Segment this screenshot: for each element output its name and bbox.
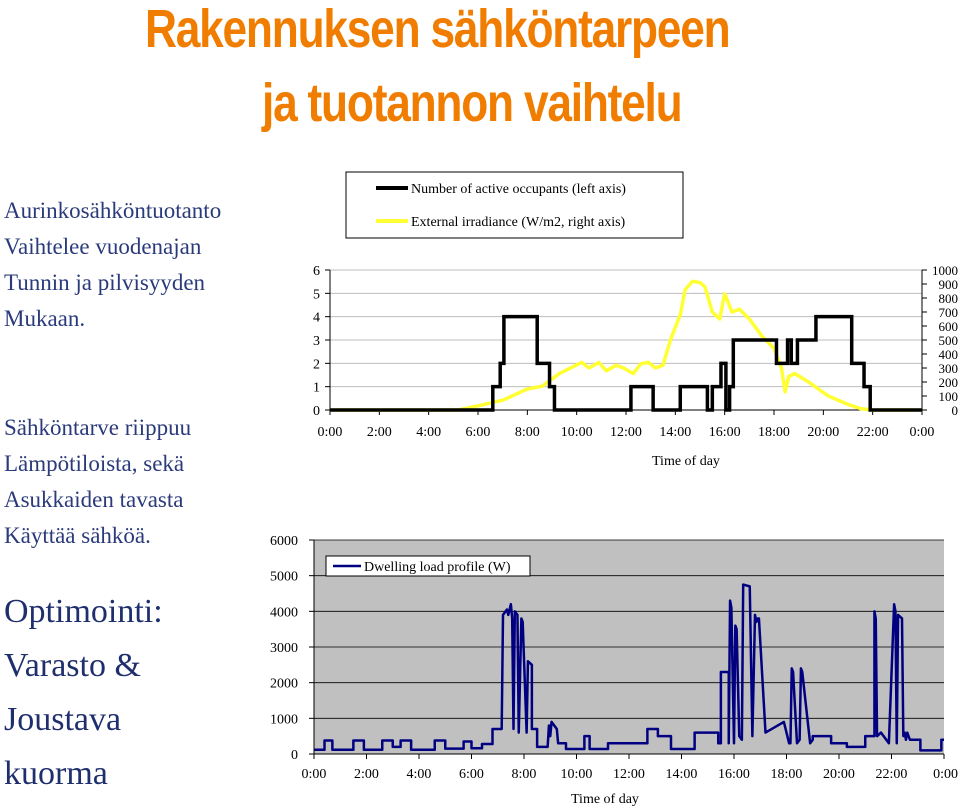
legend-box — [345, 171, 684, 239]
x-tick-label: 14:00 — [666, 767, 698, 782]
legend-label-load: Dwelling load profile (W) — [364, 560, 511, 575]
text-line: Varasto & — [4, 647, 141, 684]
text-line: Käyttää sähköä. — [4, 523, 151, 548]
series-line-occupants — [330, 314, 922, 412]
y-tick-label: 0 — [291, 748, 298, 763]
x-tick-label: 22:00 — [857, 425, 889, 440]
y-tick-label: 1000 — [270, 712, 298, 727]
y-tick-label-left: 6 — [313, 264, 320, 279]
y-tick-label-right: 500 — [939, 333, 959, 348]
y-tick-label-left: 5 — [313, 287, 320, 302]
y-tick-label-left: 4 — [313, 311, 320, 326]
x-tick-label: 2:00 — [354, 767, 379, 782]
y-tick-label-right: 0 — [952, 403, 959, 418]
text-line: Vaihtelee vuodenajan — [4, 234, 202, 259]
x-tick-label: 22:00 — [876, 767, 908, 782]
y-tick-label: 2000 — [270, 677, 298, 692]
legend-box — [325, 555, 531, 577]
x-tick-label: 16:00 — [718, 767, 750, 782]
x-axis-title: Time of day — [652, 454, 720, 469]
y-tick-label-left: 0 — [313, 404, 320, 419]
y-tick-label-right: 800 — [939, 291, 959, 306]
x-tick-label: 8:00 — [512, 767, 537, 782]
y-tick-label: 5000 — [270, 570, 298, 585]
y-tick-label-left: 2 — [313, 357, 320, 372]
x-tick-label: 0:00 — [318, 425, 343, 440]
x-tick-label: 20:00 — [823, 767, 855, 782]
y-tick-label: 3000 — [270, 641, 298, 656]
y-tick-label-right: 100 — [939, 389, 959, 404]
x-tick-label: 0:00 — [910, 425, 935, 440]
y-tick-label-left: 3 — [313, 334, 320, 349]
series-line-load — [314, 583, 944, 752]
x-tick-label: 4:00 — [407, 767, 432, 782]
legend-label-irradiance: External irradiance (W/m2, right axis) — [411, 215, 626, 230]
series-line-irradiance — [330, 279, 922, 412]
text-line: Joustava — [4, 701, 122, 738]
text-line: Lämpötiloista, sekä — [4, 451, 185, 476]
x-axis-title: Time of day — [571, 792, 639, 807]
x-tick-label: 0:00 — [933, 767, 958, 782]
x-tick-label: 2:00 — [367, 425, 392, 440]
x-tick-label: 18:00 — [771, 767, 803, 782]
y-tick-label-right: 600 — [939, 319, 959, 334]
text-block-solar: Aurinkosähköntuotanto Vaihtelee vuodenaj… — [4, 193, 221, 337]
text-line: kuorma — [4, 755, 108, 792]
y-tick-label-left: 1 — [313, 381, 320, 396]
x-tick-label: 12:00 — [613, 767, 645, 782]
occupancy-irradiance-chart: Number of active occupants (left axis) E… — [313, 171, 959, 469]
y-tick-label: 6000 — [270, 534, 298, 549]
load-legend: Dwelling load profile (W) — [325, 555, 531, 577]
x-tick-label: 10:00 — [561, 425, 593, 440]
page-title-line-1: Rakennuksen sähköntarpeen — [145, 0, 731, 59]
legend-label-occupants: Number of active occupants (left axis) — [411, 182, 626, 197]
x-tick-label: 8:00 — [515, 425, 540, 440]
text-line: Tunnin ja pilvisyyden — [4, 270, 206, 295]
y-tick-label-right: 700 — [939, 305, 959, 320]
text-line: Asukkaiden tavasta — [4, 487, 184, 512]
text-line: Sähköntarve riippuu — [4, 415, 192, 440]
y-tick-label-right: 300 — [939, 361, 959, 376]
text-line: Mukaan. — [4, 306, 86, 331]
y-tick-label: 4000 — [270, 605, 298, 620]
x-tick-label: 12:00 — [610, 425, 642, 440]
x-tick-label: 14:00 — [659, 425, 691, 440]
x-tick-label: 20:00 — [807, 425, 839, 440]
x-tick-label: 6:00 — [466, 425, 491, 440]
x-tick-label: 10:00 — [561, 767, 593, 782]
text-line: Optimointi: — [4, 593, 163, 630]
text-block-optimization: Optimointi: Varasto & Joustava kuorma — [4, 585, 163, 801]
y-tick-label-right: 1000 — [932, 263, 958, 278]
x-tick-label: 4:00 — [416, 425, 441, 440]
y-tick-label-right: 400 — [939, 347, 959, 362]
text-line: Aurinkosähköntuotanto — [4, 198, 222, 223]
x-tick-label: 18:00 — [758, 425, 790, 440]
x-tick-label: 16:00 — [709, 425, 741, 440]
page-title-line-2: ja tuotannon vaihtelu — [262, 73, 683, 133]
y-tick-label-right: 200 — [939, 375, 959, 390]
x-tick-label: 0:00 — [302, 767, 327, 782]
x-tick-label: 6:00 — [459, 767, 484, 782]
text-block-demand: Sähköntarve riippuu Lämpötiloista, sekä … — [4, 410, 191, 554]
y-tick-label-right: 900 — [939, 277, 959, 292]
